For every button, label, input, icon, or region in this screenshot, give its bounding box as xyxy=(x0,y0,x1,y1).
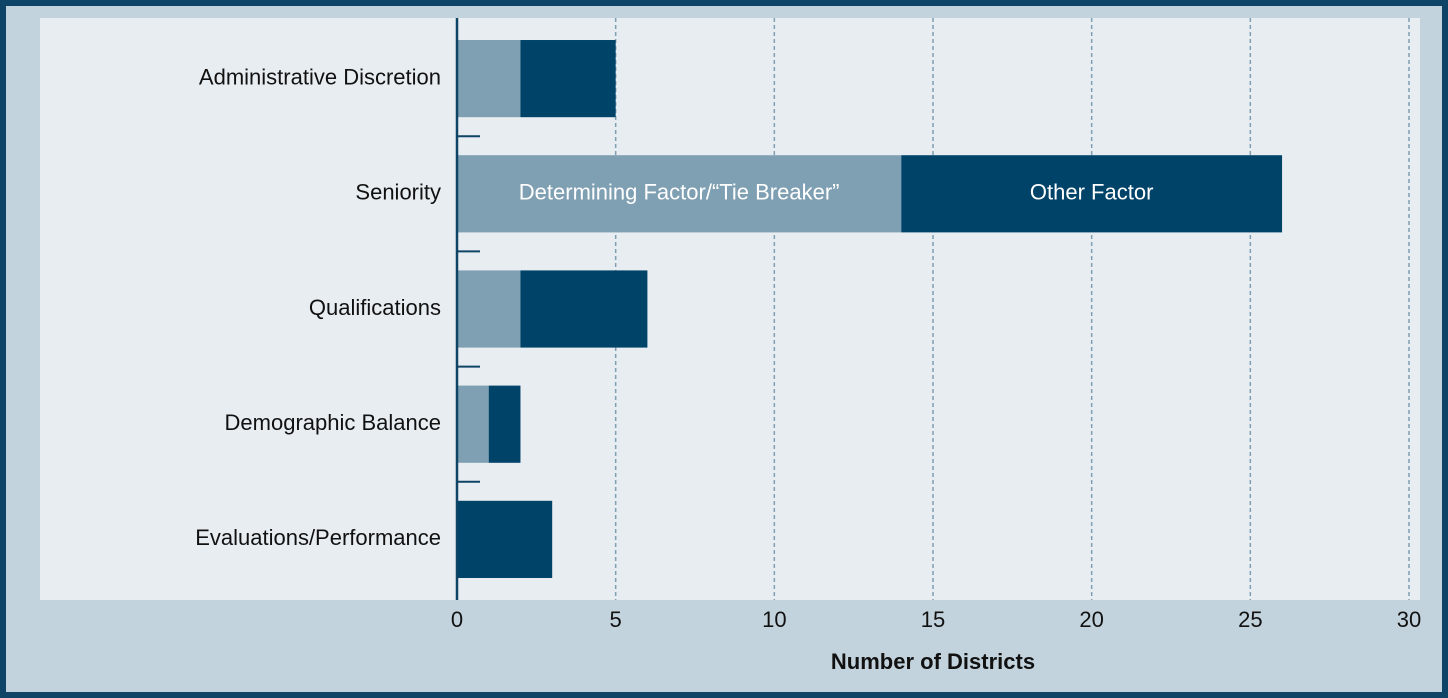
x-tick-label: 5 xyxy=(610,607,622,632)
y-tick-label: Evaluations/Performance xyxy=(195,525,441,550)
x-tick-label: 20 xyxy=(1079,607,1103,632)
x-tick-label: 15 xyxy=(921,607,945,632)
bar-segment xyxy=(457,500,553,578)
bar-segment xyxy=(457,270,521,348)
x-tick-label: 25 xyxy=(1238,607,1262,632)
y-tick-label: Administrative Discretion xyxy=(199,64,441,89)
x-tick-label: 0 xyxy=(451,607,463,632)
y-tick-label: Seniority xyxy=(355,180,441,205)
x-tick-label: 30 xyxy=(1397,607,1421,632)
y-tick-label: Demographic Balance xyxy=(225,410,441,435)
series-label: Determining Factor/“Tie Breaker” xyxy=(519,180,840,205)
bar-segment xyxy=(520,40,616,118)
x-tick-label: 10 xyxy=(762,607,786,632)
bar-segment xyxy=(457,155,902,233)
x-axis-title: Number of Districts xyxy=(831,649,1035,674)
bar-segment xyxy=(901,155,1283,233)
bar-segment xyxy=(488,385,521,463)
y-tick-label: Qualifications xyxy=(309,295,441,320)
bar-segment xyxy=(457,40,521,118)
series-label: Other Factor xyxy=(1030,180,1153,205)
plot-panel xyxy=(40,18,1420,600)
bar-segment xyxy=(457,385,489,463)
bar-segment xyxy=(520,270,648,348)
